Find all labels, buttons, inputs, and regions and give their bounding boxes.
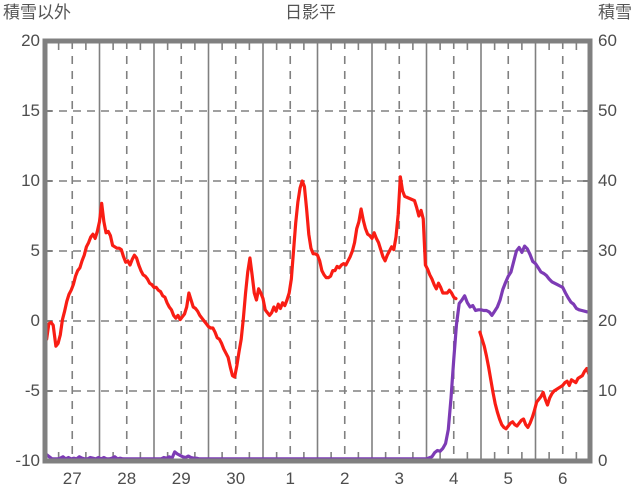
temperature-line [45, 175, 458, 379]
left-axis-tick-20: 20 [21, 31, 40, 50]
right-axis-tick-0: 0 [598, 451, 608, 470]
left-axis-tick-0: 0 [30, 311, 40, 330]
x-axis-tick-29: 29 [171, 469, 191, 488]
left-axis-tick--5: -5 [24, 381, 40, 400]
x-axis-tick-4: 4 [449, 469, 459, 488]
x-axis-tick-3: 3 [394, 469, 404, 488]
plot-border [42, 38, 593, 464]
chart-title: 日影平 [285, 3, 336, 22]
plot-frame [42, 38, 593, 464]
left-axis-title: 積雪以外 [3, 3, 71, 22]
temperature-line [478, 330, 591, 431]
right-axis-tick-50: 50 [598, 101, 617, 120]
x-axis-tick-2: 2 [340, 469, 350, 488]
x-axis-tick-30: 30 [226, 469, 246, 488]
left-axis-tick--10: -10 [15, 451, 40, 470]
left-axis-tick-15: 15 [21, 101, 40, 120]
left-axis-tick-5: 5 [30, 241, 40, 260]
x-axis-tick-1: 1 [285, 469, 295, 488]
right-axis-tick-60: 60 [598, 31, 617, 50]
x-axis-tick-27: 27 [62, 469, 82, 488]
right-axis-title: 積雪 [598, 3, 632, 22]
x-axis-tick-28: 28 [117, 469, 137, 488]
right-axis-tick-30: 30 [598, 241, 617, 260]
x-axis-tick-6: 6 [558, 469, 568, 488]
right-axis-tick-20: 20 [598, 311, 617, 330]
gridlines-group [45, 41, 590, 461]
right-axis-tick-40: 40 [598, 171, 617, 190]
left-axis-tick-10: 10 [21, 171, 40, 190]
x-axis-tick-5: 5 [503, 469, 513, 488]
right-axis-tick-10: 10 [598, 381, 617, 400]
